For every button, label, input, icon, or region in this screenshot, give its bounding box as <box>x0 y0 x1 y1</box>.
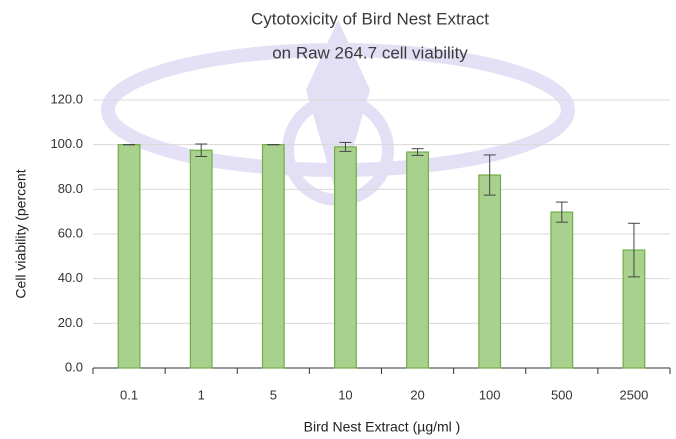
x-axis-title: Bird Nest Extract (µg/ml ) <box>304 419 461 435</box>
y-tick-label: 20.0 <box>58 315 83 330</box>
bar <box>551 212 573 368</box>
x-tick-label: 0.1 <box>120 387 138 402</box>
y-tick-label: 0.0 <box>65 359 83 374</box>
bar <box>262 145 284 368</box>
y-tick-label: 120.0 <box>50 91 83 106</box>
chart-title: Cytotoxicity of Bird Nest Extract <box>251 9 489 28</box>
bar <box>118 145 140 368</box>
y-tick-label: 40.0 <box>58 270 83 285</box>
y-tick-label: 60.0 <box>58 225 83 240</box>
y-axis-title: Cell viability (percent <box>13 169 29 298</box>
x-tick-label: 100 <box>479 387 501 402</box>
x-tick-label: 2500 <box>619 387 648 402</box>
y-tick-label: 100.0 <box>50 136 83 151</box>
x-tick-label: 5 <box>270 387 277 402</box>
y-tick-label: 80.0 <box>58 181 83 196</box>
x-tick-label: 500 <box>551 387 573 402</box>
bar <box>335 147 357 368</box>
bar <box>407 152 429 368</box>
chart-subtitle: on Raw 264.7 cell viability <box>272 43 468 62</box>
bar <box>479 175 501 368</box>
x-tick-label: 1 <box>198 387 205 402</box>
x-tick-label: 20 <box>410 387 424 402</box>
bar <box>190 150 212 368</box>
chart: Cytotoxicity of Bird Nest Extract on Raw… <box>0 0 676 439</box>
x-tick-label: 10 <box>338 387 352 402</box>
